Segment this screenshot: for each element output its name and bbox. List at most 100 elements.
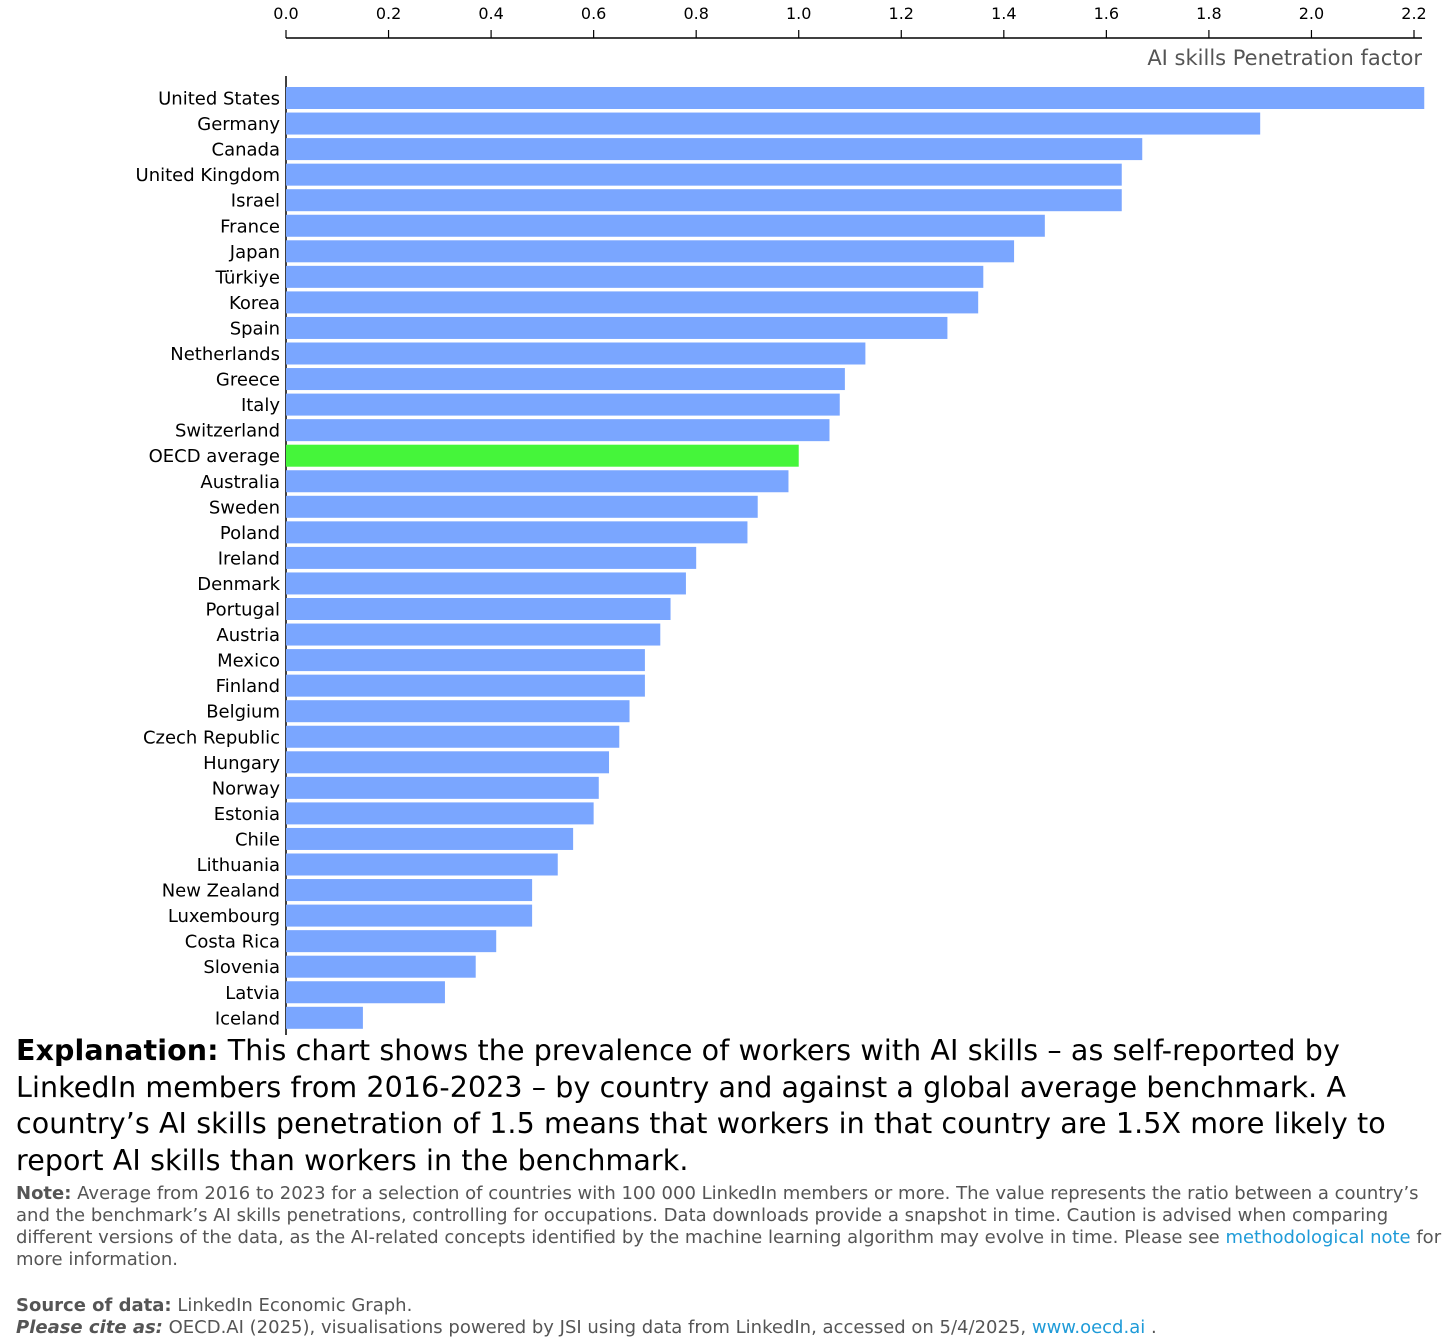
- x-tick-label: 0.8: [683, 4, 708, 23]
- category-label: Latvia: [225, 983, 280, 1004]
- bar: [286, 955, 476, 978]
- category-label: Canada: [212, 140, 281, 161]
- category-label: Norway: [212, 778, 281, 799]
- category-label: Netherlands: [170, 344, 280, 365]
- category-label: Finland: [216, 676, 280, 697]
- x-axis: 0.0 0.2 0.4 0.6 0.8 1.0 1.2 1.4 1.6 1.8 2.0 2.2: [273, 4, 1427, 39]
- category-label: Austria: [216, 625, 280, 646]
- cite-text: OECD.AI (2025), visualisations powered b…: [162, 1317, 1032, 1338]
- bar: [286, 879, 533, 902]
- explanation-text: This chart shows the prevalence of worke…: [16, 1034, 1386, 1177]
- category-label: Estonia: [214, 804, 280, 825]
- category-label: OECD average: [149, 446, 280, 467]
- category-label: Japan: [229, 242, 280, 263]
- bar: [286, 495, 758, 518]
- bar: [286, 981, 445, 1004]
- bar: [286, 853, 558, 876]
- source-text: LinkedIn Economic Graph.: [171, 1295, 413, 1316]
- bar: [286, 1006, 363, 1029]
- category-label: Australia: [200, 472, 280, 493]
- explanation-label: Explanation:: [16, 1034, 219, 1067]
- bar: [286, 316, 948, 339]
- x-tick-label: 0.6: [581, 4, 606, 23]
- x-tick-label: 0.0: [273, 4, 298, 23]
- x-tick-label: 1.6: [1094, 4, 1119, 23]
- bar: [286, 751, 610, 774]
- bars: [286, 87, 1425, 1029]
- category-label: Korea: [229, 293, 280, 314]
- oecd-ai-link[interactable]: www.oecd.ai: [1031, 1317, 1146, 1338]
- category-label: Spain: [230, 318, 280, 339]
- x-tick-label: 1.0: [786, 4, 811, 23]
- bar: [286, 342, 866, 365]
- category-label: United Kingdom: [136, 165, 280, 186]
- category-label: Slovenia: [203, 957, 280, 978]
- category-label: Costa Rica: [185, 932, 280, 953]
- category-label: Iceland: [215, 1008, 280, 1029]
- category-label: Luxembourg: [168, 906, 280, 927]
- category-label: France: [220, 216, 280, 237]
- x-axis-title: AI skills Penetration factor: [1147, 46, 1422, 70]
- source-label: Source of data:: [16, 1295, 172, 1316]
- x-tick-label: 2.0: [1299, 4, 1324, 23]
- category-label: Greece: [216, 370, 280, 391]
- bar: [286, 265, 984, 288]
- bar: [286, 470, 789, 493]
- bar: [286, 776, 599, 799]
- bar: [286, 291, 979, 314]
- category-label: Chile: [235, 829, 280, 850]
- methodological-note-link[interactable]: methodological note: [1225, 1227, 1411, 1248]
- x-tick-label: 1.2: [889, 4, 914, 23]
- citation: Please cite as: OECD.AI (2025), visualis…: [16, 1317, 1452, 1339]
- x-tick-label: 0.4: [478, 4, 503, 23]
- x-tick-label: 2.2: [1401, 4, 1426, 23]
- category-label: Italy: [241, 395, 280, 416]
- bar: [286, 674, 645, 697]
- bar: [286, 598, 671, 620]
- bar: [286, 393, 840, 416]
- category-label: Portugal: [205, 600, 280, 621]
- category-label: Denmark: [197, 574, 280, 595]
- bar: [286, 419, 830, 442]
- x-tick-label: 1.4: [991, 4, 1016, 23]
- category-label: Lithuania: [197, 855, 280, 876]
- category-label: Poland: [220, 523, 280, 544]
- bar: [286, 802, 594, 825]
- bar: [286, 572, 686, 595]
- category-label: Switzerland: [175, 421, 280, 442]
- bar: [286, 725, 620, 748]
- bar: [286, 368, 845, 391]
- category-label: Sweden: [209, 497, 280, 518]
- bar: [286, 546, 697, 569]
- bar: [286, 444, 799, 467]
- y-axis: United States Germany Canada United Kingdom…: [136, 76, 287, 1035]
- bar: [286, 214, 1045, 237]
- bar: [286, 700, 630, 723]
- note-text: Average from 2016 to 2023 for a selectio…: [16, 1183, 1419, 1248]
- bar: [286, 163, 1122, 186]
- bar: [286, 138, 1143, 161]
- category-label: Czech Republic: [143, 727, 280, 748]
- bar: [286, 930, 497, 953]
- category-label: Hungary: [203, 753, 280, 774]
- bar: [286, 827, 574, 850]
- explanation: Explanation: This chart shows the preval…: [16, 1033, 1452, 1179]
- bar: [286, 904, 533, 927]
- x-tick-label: 1.8: [1196, 4, 1221, 23]
- bar: [286, 87, 1425, 109]
- bar-chart: 0.0 0.2 0.4 0.6 0.8 1.0 1.2 1.4 1.6 1.8 2.0 2.2 AI …: [136, 4, 1427, 1035]
- category-label: Mexico: [217, 651, 280, 672]
- note: Note: Average from 2016 to 2023 for a se…: [16, 1183, 1452, 1271]
- note-label: Note:: [16, 1183, 72, 1204]
- bar: [286, 112, 1261, 135]
- x-tick-label: 0.2: [376, 4, 401, 23]
- bar: [286, 189, 1122, 212]
- source-of-data: Source of data: LinkedIn Economic Graph.: [16, 1295, 1452, 1317]
- category-label: Ireland: [218, 548, 280, 569]
- category-label: Belgium: [206, 702, 280, 723]
- bar: [286, 649, 645, 672]
- category-label: United States: [158, 89, 280, 110]
- bar: [286, 521, 748, 544]
- cite-label: Please cite as:: [16, 1317, 163, 1338]
- category-label: Türkiye: [215, 267, 281, 288]
